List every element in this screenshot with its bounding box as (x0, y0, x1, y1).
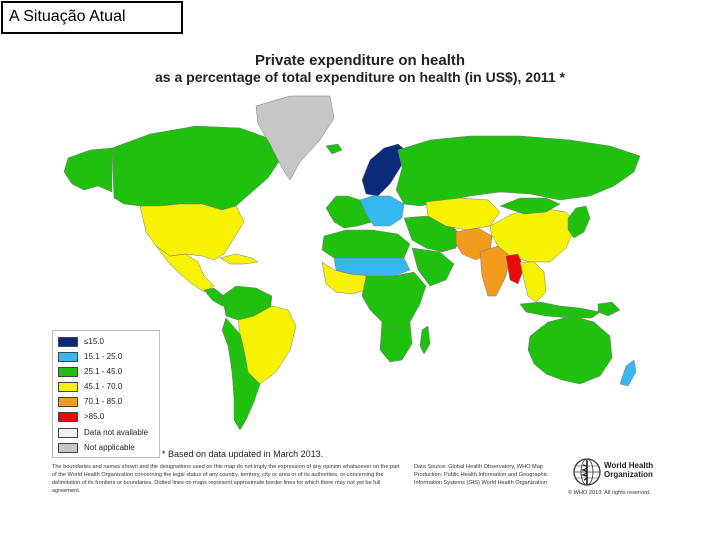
region-southern-cone (221, 317, 261, 431)
legend-item-3: 25.1 - 45.0 (58, 366, 122, 377)
legend-swatch-6 (58, 411, 78, 422)
region-central-east-africa (361, 271, 427, 331)
region-indonesia (519, 301, 601, 319)
region-png (597, 301, 621, 317)
region-iceland (325, 143, 343, 155)
who-emblem-icon (573, 458, 601, 486)
region-india (479, 245, 511, 297)
legend-swatch-4 (58, 381, 78, 392)
legend-swatch-3 (58, 366, 78, 377)
legend-item-8: Not applicable (58, 442, 135, 453)
legend-item-5: 70.1 - 85.0 (58, 396, 122, 407)
region-myanmar (505, 253, 525, 285)
slide-title-box: A Situação Atual (1, 1, 183, 34)
legend-swatch-2 (58, 351, 78, 362)
legend-item-4: 45.1 - 70.0 (58, 381, 122, 392)
legend-label-1: ≤15.0 (84, 337, 104, 346)
disclaimer: The boundaries and names shown and the d… (52, 464, 400, 495)
region-new-zealand (619, 359, 637, 387)
region-north-africa (321, 229, 411, 259)
region-mexico (155, 245, 215, 293)
legend-swatch-7 (58, 427, 78, 438)
region-eastern-europe (359, 195, 405, 227)
region-usa (139, 203, 245, 261)
region-greenland (255, 95, 335, 181)
region-southern-africa (379, 321, 413, 363)
legend: ≤15.0 15.1 - 25.0 25.1 - 45.0 45.1 - 70.… (52, 330, 160, 458)
region-mongolia (499, 197, 561, 215)
legend-label-2: 15.1 - 25.0 (84, 352, 123, 361)
legend-swatch-5 (58, 396, 78, 407)
region-japan-korea (567, 205, 591, 239)
region-southeast-asia (519, 261, 547, 303)
region-caribbean (219, 253, 259, 265)
map-title: Private expenditure on health (254, 52, 466, 69)
legend-item-7: Data not available (58, 427, 148, 438)
region-canada (111, 125, 281, 211)
region-australia (527, 315, 613, 385)
region-alaska (63, 147, 113, 193)
legend-label-6: >85.0 (84, 412, 105, 421)
legend-label-3: 25.1 - 45.0 (84, 367, 123, 376)
legend-label-4: 45.1 - 70.0 (84, 382, 123, 391)
legend-item-1: ≤15.0 (58, 336, 104, 347)
slide-title: A Situação Atual (9, 8, 126, 25)
copyright: © WHO 2013. All rights reserved. (568, 490, 651, 496)
organization-name: World Health Organization (604, 461, 654, 480)
footnote: * Based on data updated in March 2013. (162, 449, 324, 459)
region-madagascar (419, 325, 431, 355)
region-arabian-peninsula (411, 247, 455, 287)
legend-swatch-1 (58, 336, 78, 347)
legend-label-5: 70.1 - 85.0 (84, 397, 123, 406)
legend-swatch-8 (58, 442, 78, 453)
legend-item-6: >85.0 (58, 411, 104, 422)
region-russia (395, 135, 641, 207)
legend-item-2: 15.1 - 25.0 (58, 351, 122, 362)
map-subtitle: as a percentage of total expenditure on … (155, 69, 565, 85)
data-source: Data Source: Global Health Observatory, … (414, 464, 548, 487)
legend-label-8: Not applicable (84, 443, 135, 452)
legend-label-7: Data not available (84, 428, 149, 437)
